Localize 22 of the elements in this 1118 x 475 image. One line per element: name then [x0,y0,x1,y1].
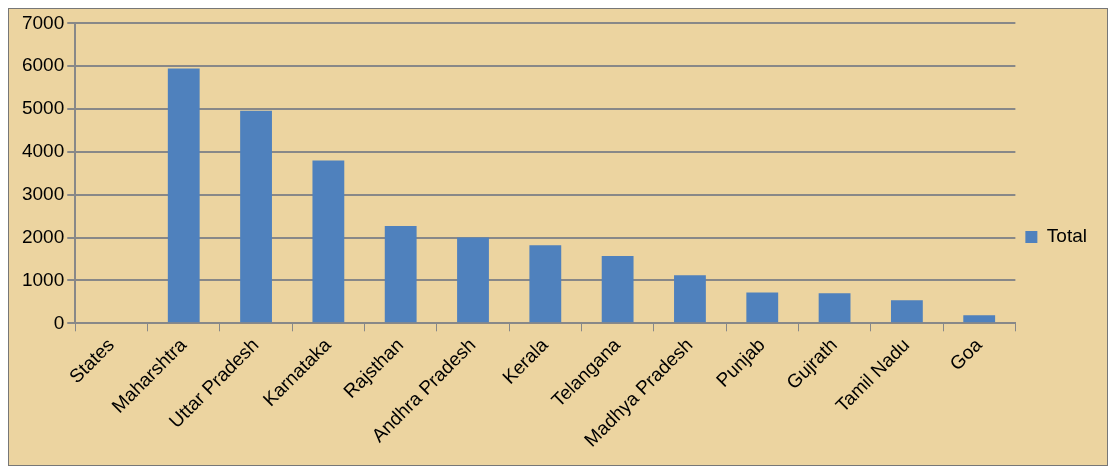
y-tick-label: 0 [53,311,65,333]
y-tick-label: 2000 [21,225,65,247]
bar [529,245,562,323]
bar [457,237,489,323]
bar [890,300,923,323]
bar [818,293,851,323]
bar [674,275,706,323]
bar [384,226,417,323]
y-tick-label: 4000 [21,140,65,162]
y-tick-label: 3000 [21,183,65,205]
bar [312,160,345,323]
y-tick-label: 5000 [21,97,65,119]
bar [240,110,272,323]
legend-label: Total [1046,225,1088,247]
bar [963,315,996,323]
x-tick-label: Goa [945,333,987,375]
bar [167,68,200,323]
y-tick-label: 1000 [21,268,65,290]
bar [746,292,779,323]
bar [601,256,634,323]
y-tick-label: 6000 [21,54,65,76]
y-tick-label: 7000 [21,11,65,33]
